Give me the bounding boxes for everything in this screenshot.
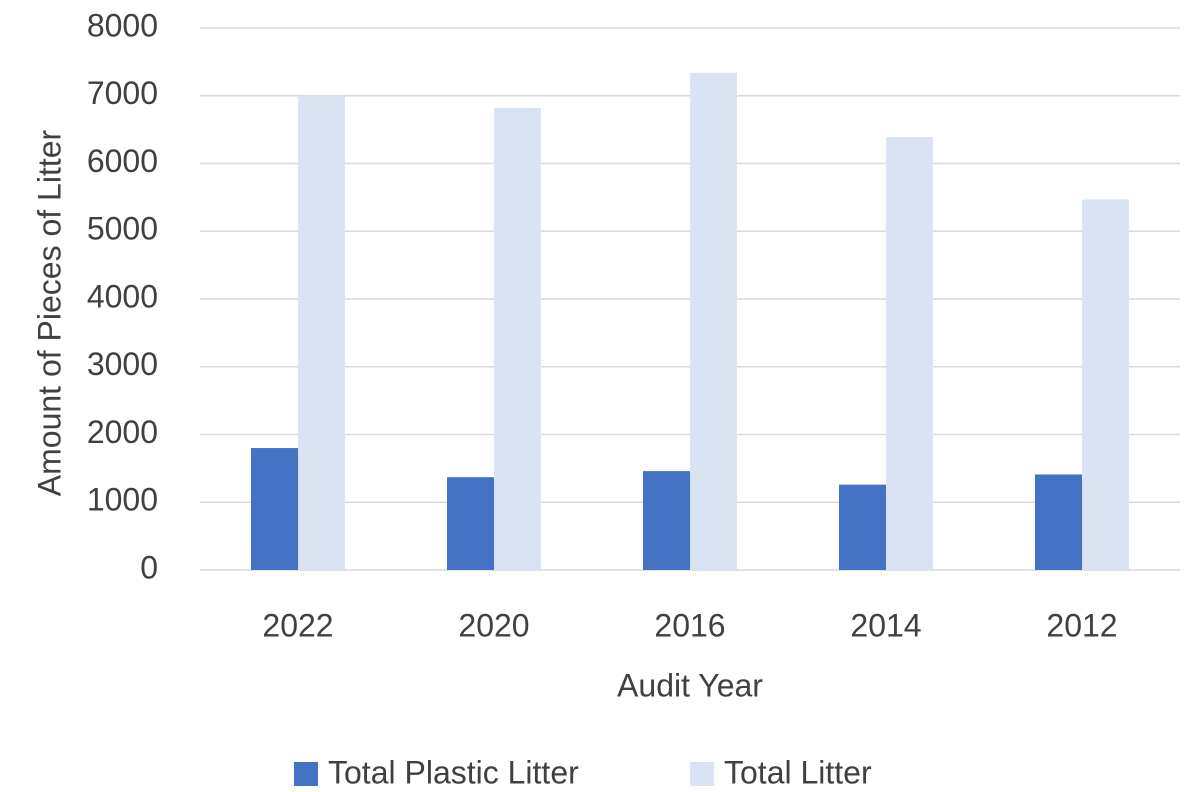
y-tick-label: 4000 — [87, 278, 158, 314]
y-tick-label: 5000 — [87, 211, 158, 247]
bar-total-2022 — [298, 95, 345, 570]
y-tick-label: 8000 — [87, 7, 158, 43]
y-tick-label: 0 — [140, 549, 158, 585]
y-tick-label: 2000 — [87, 414, 158, 450]
bar-plastic-2016 — [643, 471, 690, 570]
y-axis-ticks: 0 1000 2000 3000 4000 5000 6000 7000 8000 — [87, 7, 158, 585]
bar-plastic-2012 — [1035, 474, 1082, 570]
y-tick-label: 7000 — [87, 75, 158, 111]
legend-label-plastic: Total Plastic Litter — [328, 754, 579, 790]
x-tick-label: 2022 — [262, 607, 333, 643]
legend-label-total: Total Litter — [724, 754, 872, 790]
legend-swatch-plastic — [294, 762, 318, 786]
bar-plastic-2014 — [839, 484, 886, 570]
x-tick-label: 2012 — [1046, 607, 1117, 643]
x-tick-label: 2020 — [458, 607, 529, 643]
y-tick-label: 6000 — [87, 143, 158, 179]
legend-swatch-total — [690, 762, 714, 786]
bar-total-2020 — [494, 107, 541, 570]
bar-plastic-2022 — [251, 448, 298, 570]
bars — [251, 72, 1129, 570]
x-tick-label: 2016 — [654, 607, 725, 643]
bar-total-2014 — [886, 137, 933, 570]
bar-plastic-2020 — [447, 477, 494, 570]
y-tick-label: 1000 — [87, 482, 158, 518]
legend: Total Plastic Litter Total Litter — [294, 754, 872, 790]
bar-total-2012 — [1082, 199, 1129, 570]
x-axis-ticks: 2022 2020 2016 2014 2012 — [262, 607, 1117, 643]
y-axis-title: Amount of Pieces of Litter — [31, 129, 67, 496]
bar-total-2016 — [690, 72, 737, 570]
x-tick-label: 2014 — [850, 607, 921, 643]
x-axis-title: Audit Year — [617, 667, 763, 703]
y-tick-label: 3000 — [87, 346, 158, 382]
